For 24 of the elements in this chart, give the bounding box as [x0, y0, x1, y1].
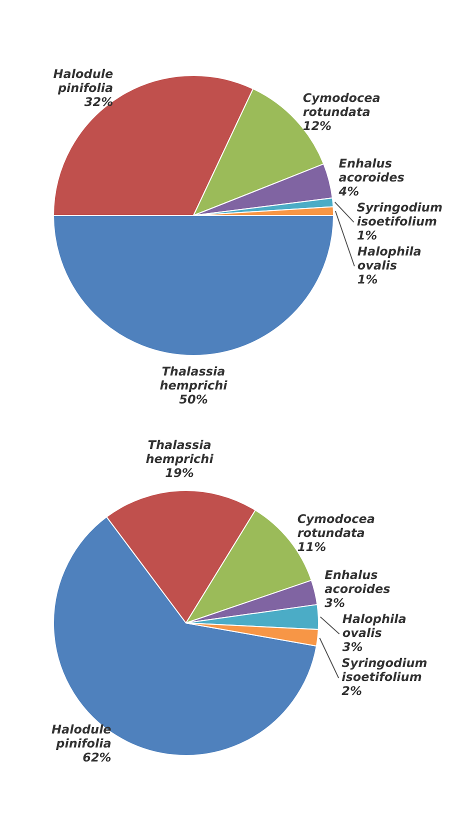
data-label: 1%: [356, 228, 378, 242]
data-label: 3%: [342, 640, 363, 654]
slice-label: Syringodium isoetifolium: [356, 200, 442, 228]
slice-label: Halophila ovalis: [342, 612, 406, 640]
data-label: 4%: [338, 184, 360, 198]
slice-label: Thalassia hemprichi: [146, 438, 214, 466]
data-label: 11%: [297, 540, 326, 554]
data-label: 1%: [357, 272, 378, 286]
slice-label: Syringodium isoetifolium: [342, 656, 428, 684]
data-label: 19%: [165, 466, 194, 480]
slice-label: Cymodocea rotundata: [302, 90, 380, 119]
data-label: 50%: [179, 392, 208, 407]
slice-label: Halophila ovalis: [357, 244, 422, 272]
data-label: 2%: [342, 684, 362, 698]
data-label: 12%: [302, 118, 332, 133]
data-label: 62%: [82, 750, 112, 764]
slice-label: Enhalus acoroides: [324, 568, 390, 596]
slice-label: Enhalus acoroides: [338, 156, 404, 184]
slice-label: Halodule pinifolia: [53, 66, 114, 95]
slice-label: Cymodocea rotundata: [297, 512, 375, 540]
slice-label: Thalassia hemprichi: [160, 364, 228, 393]
data-label: 3%: [324, 596, 345, 610]
data-label: 32%: [84, 94, 114, 109]
slice-label: Halodule pinifolia: [51, 722, 112, 750]
